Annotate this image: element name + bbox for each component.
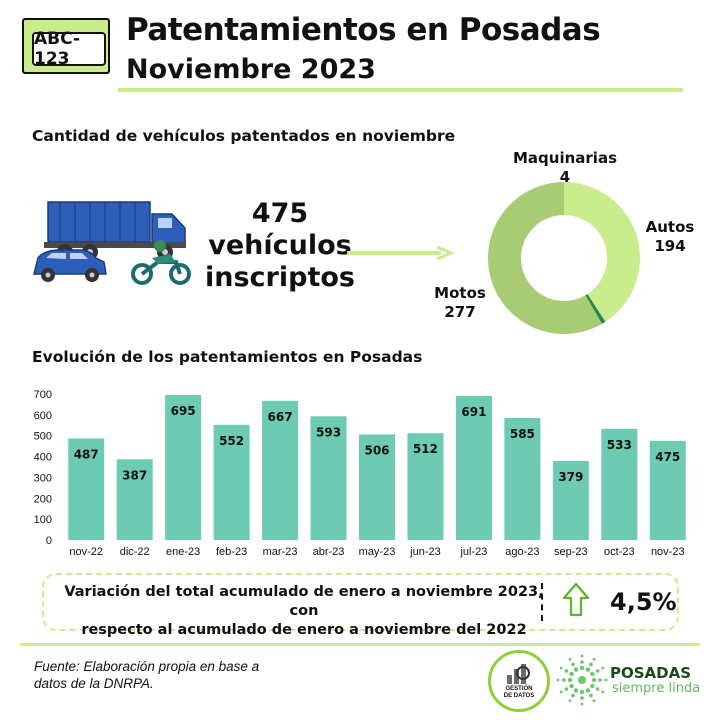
x-tick-label: mar-23 bbox=[263, 546, 298, 558]
bar-value-label: 533 bbox=[607, 438, 632, 452]
label-motos-name: Motos bbox=[434, 284, 486, 302]
x-tick-label: ene-23 bbox=[166, 546, 200, 558]
bar-value-label: 387 bbox=[122, 468, 147, 482]
bar-feb-23 bbox=[213, 424, 250, 540]
bar-oct-23 bbox=[601, 428, 638, 540]
bar-mar-23 bbox=[262, 400, 299, 540]
arrow-right-icon bbox=[347, 246, 455, 260]
arrow-up-icon bbox=[562, 582, 590, 617]
variation-divider bbox=[541, 583, 543, 621]
donut-slice-motos bbox=[488, 182, 602, 334]
source-note: Fuente: Elaboración propia en base a dat… bbox=[34, 658, 294, 692]
donut-slice-maquinarias bbox=[585, 294, 606, 324]
x-tick-label: ago-23 bbox=[505, 546, 539, 558]
bar-sep-23 bbox=[552, 460, 589, 540]
logo1-line2: DE DATOS bbox=[503, 693, 535, 699]
vehicle-count: 475 vehículos inscriptos bbox=[200, 198, 360, 294]
label-motos: Motos 277 bbox=[430, 284, 490, 322]
label-motos-value: 277 bbox=[444, 303, 476, 321]
summary-section-title: Cantidad de vehículos patentados en novi… bbox=[32, 127, 456, 145]
x-tick-label: may-23 bbox=[359, 546, 396, 558]
page-title: Patentamientos en Posadas bbox=[126, 12, 601, 48]
vehicles-illustration bbox=[33, 201, 191, 285]
y-tick-label: 700 bbox=[34, 389, 52, 401]
bar-value-label: 691 bbox=[461, 405, 486, 419]
posadas-logo-title: POSADAS bbox=[610, 664, 692, 682]
license-plate-icon: ABC-123 bbox=[22, 18, 110, 74]
label-autos-value: 194 bbox=[654, 237, 686, 255]
car-icon bbox=[33, 249, 107, 282]
variation-box: Variación del total acumulado de enero a… bbox=[42, 573, 679, 638]
bar-value-label: 667 bbox=[268, 410, 293, 424]
bar-value-label: 593 bbox=[316, 425, 341, 439]
chart-title: Evolución de los patentamientos en Posad… bbox=[32, 348, 423, 366]
x-tick-label: dic-22 bbox=[120, 546, 150, 558]
x-tick-label: nov-22 bbox=[69, 546, 103, 558]
bar-value-label: 475 bbox=[655, 450, 680, 464]
gestion-datos-logo: GESTIÓN DE DATOS bbox=[488, 650, 550, 712]
x-tick-label: nov-23 bbox=[651, 546, 685, 558]
vehicle-type-donut bbox=[488, 182, 640, 334]
motorcycle-icon bbox=[131, 240, 191, 285]
label-maquinarias: Maquinarias 4 bbox=[505, 149, 625, 187]
bar-may-23 bbox=[359, 434, 395, 540]
count-line3: inscriptos bbox=[205, 262, 355, 293]
bar-graph-icon bbox=[507, 664, 530, 684]
bar-abr-23 bbox=[310, 416, 347, 540]
x-tick-label: feb-23 bbox=[216, 546, 247, 558]
bar-nov-22 bbox=[68, 438, 105, 540]
y-tick-label: 0 bbox=[46, 535, 52, 547]
page-subtitle: Noviembre 2023 bbox=[126, 54, 376, 85]
bar-jul-23 bbox=[455, 395, 492, 540]
monthly-bar-chart: 0 100 200 300 400 500 600 700 487 nov-22 387 dic-22… bbox=[34, 389, 686, 558]
variation-text-line1: Variación del total acumulado de enero a… bbox=[64, 584, 544, 619]
count-line2: vehículos bbox=[208, 230, 352, 261]
bar-value-label: 552 bbox=[219, 434, 244, 448]
variation-text-line2: respecto al acumulado de enero a noviemb… bbox=[81, 622, 527, 638]
source-line1: Fuente: Elaboración propia en base a bbox=[34, 659, 260, 674]
bar-value-label: 695 bbox=[171, 404, 196, 418]
count-value: 475 bbox=[251, 198, 309, 229]
x-tick-label: jul-23 bbox=[459, 546, 487, 558]
plate-text: ABC-123 bbox=[32, 29, 106, 69]
title-underline bbox=[118, 88, 683, 92]
y-tick-label: 200 bbox=[34, 493, 52, 505]
posadas-logo-subtitle: siempre linda bbox=[612, 681, 701, 696]
y-tick-label: 100 bbox=[34, 514, 52, 526]
y-tick-label: 300 bbox=[34, 472, 52, 484]
source-line2: datos de la DNRPA. bbox=[34, 676, 154, 691]
gestion-datos-text: GESTIÓN DE DATOS bbox=[491, 686, 547, 700]
bar-ene-23 bbox=[165, 395, 202, 540]
x-tick-label: jun-23 bbox=[409, 546, 441, 558]
y-tick-label: 400 bbox=[34, 452, 52, 464]
y-tick-label: 600 bbox=[34, 410, 52, 422]
bar-value-label: 585 bbox=[510, 427, 535, 441]
x-tick-label: sep-23 bbox=[554, 546, 588, 558]
bar-ago-23 bbox=[504, 417, 541, 540]
label-maquinarias-value: 4 bbox=[559, 168, 571, 186]
y-tick-label: 500 bbox=[34, 431, 52, 443]
donut-slice-autos bbox=[564, 182, 640, 322]
logo1-line1: GESTIÓN bbox=[505, 686, 533, 692]
footer-divider bbox=[20, 643, 700, 646]
bar-value-label: 512 bbox=[413, 442, 438, 456]
bar-value-label: 506 bbox=[364, 443, 389, 457]
bar-value-label: 487 bbox=[74, 447, 99, 461]
bar-jun-23 bbox=[407, 433, 444, 540]
bar-value-label: 379 bbox=[558, 470, 583, 484]
bar-nov-23 bbox=[649, 440, 686, 540]
x-tick-label: abr-23 bbox=[313, 546, 345, 558]
variation-text: Variación del total acumulado de enero a… bbox=[64, 583, 544, 640]
posadas-flower-icon bbox=[556, 654, 608, 706]
bar-dic-22 bbox=[116, 459, 153, 540]
label-autos: Autos 194 bbox=[640, 218, 700, 256]
x-tick-label: oct-23 bbox=[604, 546, 635, 558]
variation-value: 4,5% bbox=[610, 588, 677, 616]
label-autos-name: Autos bbox=[645, 218, 695, 236]
label-maquinarias-name: Maquinarias bbox=[513, 149, 617, 167]
